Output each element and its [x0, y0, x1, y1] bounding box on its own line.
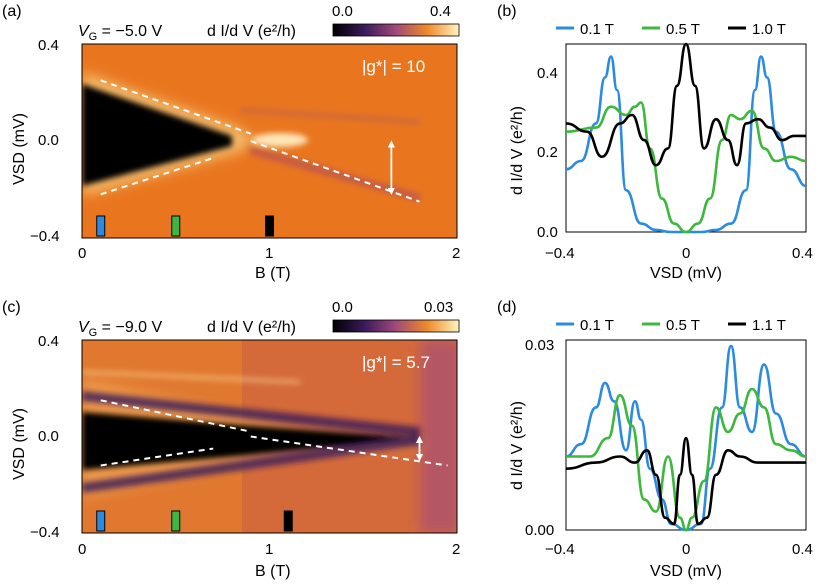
panel-d-legend-label: 0.1 T [580, 317, 614, 334]
panel-c-ytick-top: 0.4 [38, 333, 59, 350]
panel-d-ylabel: d I/d V (e²/h) [509, 401, 526, 490]
panel-b-xtick-mid: 0 [682, 245, 690, 262]
panel-b-series-0-5-T [565, 101, 807, 234]
panel-a-field-marker [171, 215, 181, 237]
panel-b-legend-label: 0.1 T [580, 21, 614, 38]
panel-c-cbar-max: 0.03 [424, 299, 453, 316]
panel-c-xtick-1: 1 [265, 541, 273, 558]
panel-b-legend-label: 1.0 T [752, 21, 786, 38]
panel-a-fit-line [250, 140, 420, 203]
panel-d-series-0-1-T [565, 344, 807, 532]
panel-c-xlabel: B (T) [255, 563, 291, 580]
panel-a-xtick-1: 1 [265, 245, 273, 262]
panel-d-ytick-top: 0.03 [525, 337, 554, 354]
panel-d-legend-label: 1.1 T [752, 317, 786, 334]
panel-d-frame [565, 339, 807, 531]
panel-b-frame [565, 43, 807, 233]
panel-c-field-marker [171, 510, 181, 532]
panel-a-ytick-top: 0.4 [38, 37, 59, 54]
panel-b-ytick-top: 0.4 [537, 65, 558, 82]
panel-a-cbar-label: d I/d V (e²/h) [207, 23, 296, 40]
panel-a-overlay [96, 79, 420, 237]
panel-a-fit-line [100, 157, 214, 196]
panel-c-ylabel: VSD (mV) [11, 408, 28, 480]
panel-b: (b) 0.1 T 0.5 T 1.0 T 0.4 0.2 0.0 −0.4 0 0… [497, 3, 813, 282]
panel-d-xtick-left: −0.4 [545, 541, 575, 558]
panel-c-cbar-label: d I/d V (e²/h) [207, 319, 296, 336]
panel-a-cbar-max: 0.4 [430, 3, 451, 20]
panel-c-fit-line [250, 435, 448, 467]
panel-a-ytick-mid: 0.0 [38, 132, 59, 149]
panel-d-xlabel: VSD (mV) [650, 563, 722, 580]
panel-d-series-0-5-T [566, 387, 807, 532]
panel-d-xtick-mid: 0 [682, 541, 690, 558]
panel-c-label: (c) [2, 299, 21, 316]
panel-a-vg-label: VG = −5.0 V [78, 23, 163, 43]
panel-c-fit-line [100, 447, 214, 467]
panel-a: (a) VG = −5.0 V d I/d V (e²/h) 0.0 0.4 |… [2, 3, 460, 282]
panel-c-vg-label: VG = −9.0 V [78, 319, 163, 339]
panel-a-fit-line [100, 79, 252, 135]
panel-c-ytick-bottom: −0.4 [30, 524, 60, 541]
panel-a-field-marker [265, 215, 274, 237]
panel-c-frame [81, 339, 458, 534]
panel-a-xtick-0: 0 [78, 245, 86, 262]
panel-c: (c) VG = −9.0 V d I/d V (e²/h) 0.0 0.03 … [2, 299, 460, 580]
panel-c-cbar-min: 0.0 [332, 299, 353, 316]
panel-c-overlay [96, 399, 448, 532]
panel-d-series-1-1-T [565, 436, 806, 526]
panel-a-ylabel: VSD (mV) [11, 113, 28, 185]
panel-d-xtick-right: 0.4 [792, 541, 813, 558]
panel-b-ylabel: d I/d V (e²/h) [509, 106, 526, 195]
panel-c-gfactor: |g*| = 5.7 [362, 353, 430, 372]
panel-d-label: (d) [497, 299, 517, 316]
panel-a-cbar-min: 0.0 [332, 3, 353, 20]
panel-c-field-marker [96, 510, 106, 532]
panel-b-xlabel: VSD (mV) [650, 265, 722, 282]
panel-c-xtick-2: 2 [452, 541, 460, 558]
panel-b-label: (b) [497, 3, 517, 20]
panel-b-plot [565, 42, 807, 234]
panel-c-fit-line [100, 399, 251, 433]
panel-c-xtick-0: 0 [78, 541, 86, 558]
panel-c-ytick-mid: 0.0 [38, 428, 59, 445]
panel-a-frame [81, 43, 458, 239]
panel-d-ytick-bottom: 0.00 [525, 522, 554, 539]
panel-d: (d) 0.1 T 0.5 T 1.1 T 0.03 0.00 −0.4 0 0.4… [497, 299, 813, 580]
panel-b-xtick-right: 0.4 [792, 245, 813, 262]
panel-c-field-marker [283, 510, 293, 532]
panel-b-xtick-left: −0.4 [545, 245, 575, 262]
panel-a-gfactor: |g*| = 10 [362, 57, 425, 76]
panel-a-ytick-bottom: −0.4 [30, 228, 60, 245]
panel-a-label: (a) [2, 3, 22, 20]
panel-b-ytick-mid: 0.2 [537, 144, 558, 161]
panel-a-field-marker [96, 215, 106, 237]
panel-b-series-0-1-T [565, 55, 807, 234]
panel-d-legend: 0.1 T 0.5 T 1.1 T [556, 317, 786, 334]
panel-d-plot [565, 344, 807, 532]
panel-a-xtick-2: 2 [452, 245, 460, 262]
panel-b-legend-label: 0.5 T [666, 21, 700, 38]
panel-c-colorbar [332, 319, 460, 333]
panel-b-legend: 0.1 T 0.5 T 1.0 T [556, 21, 786, 38]
panel-a-colorbar [332, 23, 460, 37]
panel-d-legend-label: 0.5 T [666, 317, 700, 334]
panel-b-series-1-0-T [565, 42, 806, 167]
panel-b-ytick-bottom: 0.0 [537, 224, 558, 241]
panel-a-xlabel: B (T) [255, 265, 291, 282]
